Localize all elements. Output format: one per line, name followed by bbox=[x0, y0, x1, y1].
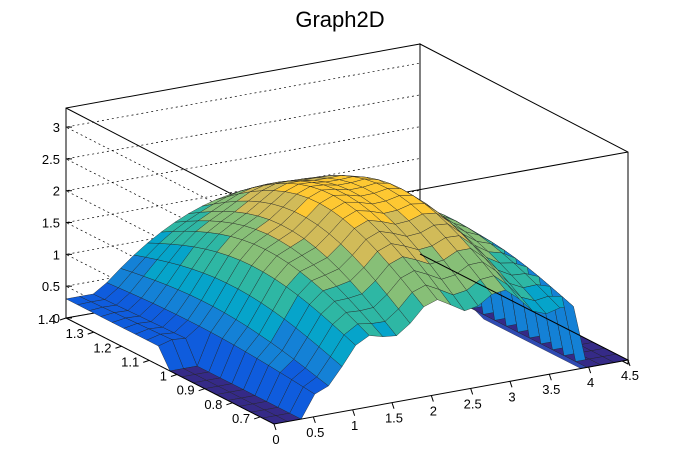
y-tick-mark bbox=[115, 345, 122, 349]
z-tick-label: 0 bbox=[53, 311, 60, 326]
x-tick-label: 4 bbox=[587, 375, 594, 390]
z-tick-label: 2 bbox=[53, 184, 60, 199]
z-tick-label: 2.5 bbox=[42, 152, 60, 167]
x-tick-mark bbox=[430, 395, 434, 402]
x-tick-mark bbox=[273, 423, 277, 431]
x-tick-mark bbox=[391, 402, 395, 409]
z-tick-label: 1 bbox=[53, 247, 60, 262]
x-tick-mark bbox=[352, 409, 356, 416]
x-tick-label: 2 bbox=[430, 404, 437, 419]
x-tick-label: 1.5 bbox=[385, 411, 403, 426]
tick-labels: 0 0.5 1 1.5 2 2.5 3 3.5 4 4.5 0.7 0.8 0.9 1 1.1 1.2 1.3 1… bbox=[38, 120, 639, 447]
x-tick-mark bbox=[509, 381, 513, 388]
floor-outline bbox=[65, 253, 630, 425]
y-tick-label: 1.4 bbox=[38, 312, 56, 327]
y-tick-mark bbox=[170, 374, 178, 378]
y-tick-label: 0.7 bbox=[232, 411, 250, 426]
x-tick-mark bbox=[312, 416, 316, 424]
x-tick-mark bbox=[627, 359, 631, 367]
y-tick-label: 0.9 bbox=[177, 383, 195, 398]
x-tick-mark bbox=[548, 374, 552, 381]
y-tick-label: 1 bbox=[160, 369, 167, 384]
y-tick-label: 1.2 bbox=[93, 340, 111, 355]
x-tick-mark bbox=[588, 366, 592, 374]
y-tick-mark bbox=[198, 388, 205, 392]
axes bbox=[65, 108, 630, 425]
surface-mesh bbox=[65, 175, 629, 425]
y-tick-mark bbox=[59, 317, 67, 321]
x-tick-mark bbox=[470, 388, 474, 395]
z-tick-label: 3 bbox=[53, 120, 60, 135]
y-tick-label: 0.8 bbox=[204, 397, 222, 412]
x-tick-label: 4.5 bbox=[621, 368, 639, 383]
x-tick-label: 1 bbox=[351, 418, 358, 433]
x-tick-label: 2.5 bbox=[464, 396, 482, 411]
y-tick-mark bbox=[253, 416, 261, 420]
y-tick-label: 1.3 bbox=[66, 326, 84, 341]
y-tick-mark bbox=[143, 359, 150, 363]
chart-title: Graph2D bbox=[295, 7, 384, 32]
y-tick-mark bbox=[226, 402, 233, 406]
z-tick-label: 0.5 bbox=[42, 279, 60, 294]
x-tick-label: 3 bbox=[508, 389, 515, 404]
x-tick-label: 3.5 bbox=[542, 382, 560, 397]
z-tick-label: 1.5 bbox=[42, 216, 60, 231]
y-tick-mark bbox=[87, 331, 94, 335]
y-tick-label: 1.1 bbox=[121, 354, 139, 369]
x-tick-label: 0.5 bbox=[306, 425, 324, 440]
x-tick-label: 0 bbox=[272, 432, 279, 447]
